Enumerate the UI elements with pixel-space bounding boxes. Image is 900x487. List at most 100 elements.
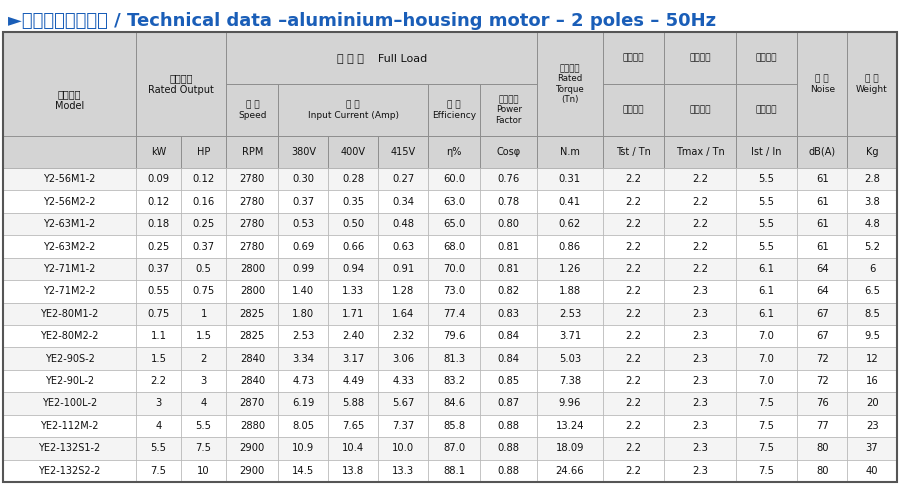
Bar bbox=[3, 258, 136, 280]
Text: 2.2: 2.2 bbox=[626, 398, 642, 409]
Text: Cosφ: Cosφ bbox=[497, 147, 521, 157]
Bar bbox=[797, 415, 847, 437]
Text: 0.81: 0.81 bbox=[498, 242, 520, 251]
Bar bbox=[797, 347, 847, 370]
Text: 9.5: 9.5 bbox=[864, 331, 880, 341]
Bar bbox=[428, 213, 481, 235]
Text: 0.41: 0.41 bbox=[559, 197, 581, 206]
Bar bbox=[226, 415, 278, 437]
Text: 2.2: 2.2 bbox=[692, 219, 708, 229]
Text: 2.2: 2.2 bbox=[150, 376, 166, 386]
Text: 7.5: 7.5 bbox=[759, 466, 774, 476]
Bar bbox=[537, 258, 603, 280]
Bar bbox=[603, 325, 664, 347]
Bar bbox=[664, 280, 735, 302]
Text: 7.37: 7.37 bbox=[392, 421, 414, 431]
Text: 13.24: 13.24 bbox=[555, 421, 584, 431]
Text: 6.5: 6.5 bbox=[864, 286, 880, 297]
Bar bbox=[378, 136, 428, 168]
Bar bbox=[181, 370, 226, 393]
Text: 415V: 415V bbox=[391, 147, 416, 157]
Text: 79.6: 79.6 bbox=[443, 331, 465, 341]
Text: 2.3: 2.3 bbox=[692, 466, 708, 476]
Text: 10.0: 10.0 bbox=[392, 443, 414, 453]
Text: 3: 3 bbox=[201, 376, 207, 386]
Bar bbox=[278, 437, 328, 460]
Text: 2.3: 2.3 bbox=[692, 443, 708, 453]
Bar bbox=[537, 168, 603, 190]
Text: 7.0: 7.0 bbox=[759, 354, 774, 364]
Text: 0.12: 0.12 bbox=[148, 197, 170, 206]
Text: 76: 76 bbox=[815, 398, 829, 409]
Bar bbox=[481, 393, 537, 415]
Bar bbox=[797, 325, 847, 347]
Text: 2.32: 2.32 bbox=[392, 331, 414, 341]
Bar bbox=[278, 415, 328, 437]
Bar bbox=[378, 235, 428, 258]
Bar bbox=[664, 168, 735, 190]
Text: 2.53: 2.53 bbox=[559, 309, 581, 319]
Text: 5.5: 5.5 bbox=[759, 197, 774, 206]
Text: 0.18: 0.18 bbox=[148, 219, 169, 229]
Bar bbox=[481, 213, 537, 235]
Bar bbox=[181, 302, 226, 325]
Bar bbox=[136, 168, 181, 190]
Text: 0.16: 0.16 bbox=[193, 197, 215, 206]
Bar bbox=[797, 168, 847, 190]
Text: 77: 77 bbox=[815, 421, 829, 431]
Text: 61: 61 bbox=[815, 242, 829, 251]
Bar bbox=[378, 280, 428, 302]
Text: N.m: N.m bbox=[560, 147, 580, 157]
Text: 0.25: 0.25 bbox=[148, 242, 170, 251]
Bar bbox=[481, 370, 537, 393]
Bar bbox=[537, 460, 603, 482]
Text: 80: 80 bbox=[816, 466, 829, 476]
Text: 0.66: 0.66 bbox=[342, 242, 364, 251]
Bar bbox=[136, 370, 181, 393]
Bar bbox=[136, 325, 181, 347]
Text: 0.37: 0.37 bbox=[292, 197, 314, 206]
Bar bbox=[3, 460, 136, 482]
Text: 2.3: 2.3 bbox=[692, 398, 708, 409]
Text: 0.50: 0.50 bbox=[342, 219, 364, 229]
Text: 65.0: 65.0 bbox=[443, 219, 465, 229]
Bar bbox=[428, 190, 481, 213]
Bar bbox=[664, 347, 735, 370]
Bar bbox=[136, 32, 226, 136]
Bar bbox=[847, 190, 897, 213]
Text: 0.99: 0.99 bbox=[292, 264, 314, 274]
Bar bbox=[328, 302, 378, 325]
Text: 61: 61 bbox=[815, 174, 829, 184]
Text: 0.28: 0.28 bbox=[342, 174, 364, 184]
Text: YE2-132S2-2: YE2-132S2-2 bbox=[39, 466, 101, 476]
Text: 0.94: 0.94 bbox=[342, 264, 364, 274]
Text: 14.5: 14.5 bbox=[292, 466, 314, 476]
Text: 87.0: 87.0 bbox=[443, 443, 465, 453]
Bar bbox=[226, 32, 537, 84]
Bar bbox=[603, 136, 664, 168]
Bar bbox=[797, 32, 847, 136]
Bar bbox=[328, 136, 378, 168]
Bar bbox=[3, 168, 136, 190]
Bar bbox=[226, 393, 278, 415]
Bar bbox=[847, 370, 897, 393]
Text: 3.17: 3.17 bbox=[342, 354, 364, 364]
Bar bbox=[481, 347, 537, 370]
Bar bbox=[603, 347, 664, 370]
Text: 2.2: 2.2 bbox=[626, 219, 642, 229]
Bar bbox=[847, 347, 897, 370]
Text: 堵转转矩: 堵转转矩 bbox=[623, 54, 644, 62]
Text: 额定转矩: 额定转矩 bbox=[689, 106, 711, 114]
Text: 2780: 2780 bbox=[239, 242, 265, 251]
Bar bbox=[481, 460, 537, 482]
Text: 73.0: 73.0 bbox=[443, 286, 465, 297]
Bar bbox=[181, 235, 226, 258]
Text: 5.5: 5.5 bbox=[759, 242, 774, 251]
Text: 0.91: 0.91 bbox=[392, 264, 414, 274]
Bar bbox=[136, 415, 181, 437]
Bar bbox=[603, 84, 664, 136]
Bar bbox=[378, 258, 428, 280]
Bar bbox=[664, 437, 735, 460]
Text: 渏 载 时    Full Load: 渏 载 时 Full Load bbox=[337, 53, 427, 63]
Bar bbox=[664, 370, 735, 393]
